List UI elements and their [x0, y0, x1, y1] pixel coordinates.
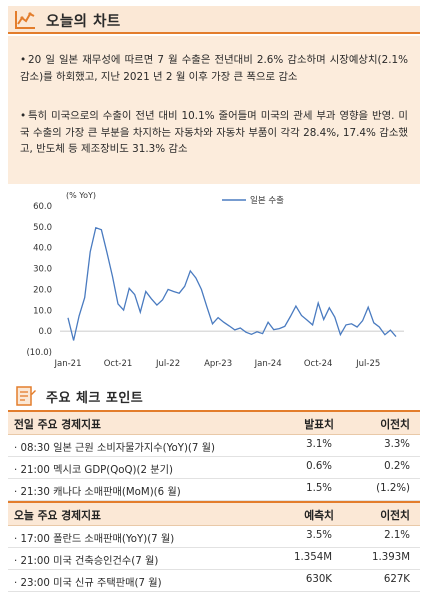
y-tick-label: 0.0 — [38, 327, 52, 337]
y-tick-label: 50.0 — [33, 223, 52, 233]
table-header-prev: 전일 주요 경제지표 발표치 이전치 — [8, 410, 420, 435]
export-chart: (% YoY) 60.0 50.0 40.0 30.0 20.0 10.0 0.0 (10.0… — [0, 186, 434, 372]
table-row: · 23:00 미국 신규 주택판매(7 월) 630K 627K — [8, 570, 420, 592]
y-tick-label: 10.0 — [33, 306, 52, 316]
forecast-value: 1.354M — [294, 552, 332, 563]
y-tick-label: 20.0 — [33, 285, 52, 295]
summary-box: • 20 일 일본 재무성에 따르면 7 월 수출은 전년대비 2.6% 감소하며… — [8, 36, 420, 184]
summary-bullet: • 특히 미국으로의 수출이 전년 대비 10.1% 줄어들며 미국의 관세 부과… — [20, 110, 408, 155]
x-tick-label: Oct-21 — [104, 359, 133, 369]
table-header-today: 오늘 주요 경제지표 예측치 이전치 — [8, 501, 420, 526]
x-tick-label: Jan-24 — [254, 359, 282, 369]
indicator-name: · 21:00 멕시코 GDP(QoQ)(2 분기) — [14, 465, 173, 476]
header-previous: 이전치 — [380, 418, 410, 431]
line-chart: (% YoY) 60.0 50.0 40.0 30.0 20.0 10.0 0.0 (10.0… — [26, 191, 404, 369]
table-row: · 17:00 폴란드 소매판매(YoY)(7 월) 3.5% 2.1% — [8, 526, 420, 548]
x-tick-label: Jul-22 — [155, 359, 180, 369]
header-indicator: 오늘 주요 경제지표 — [14, 509, 101, 522]
y-unit-label: (% YoY) — [66, 191, 96, 200]
indicator-name: · 17:00 폴란드 소매판매(YoY)(7 월) — [14, 534, 175, 545]
previous-value: 1.393M — [372, 552, 410, 563]
y-tick-label: 40.0 — [33, 244, 52, 254]
x-tick-label: Apr-23 — [204, 359, 232, 369]
previous-value: 3.3% — [384, 439, 410, 450]
table-row: · 21:00 미국 건축승인건수(7 월) 1.354M 1.393M — [8, 548, 420, 570]
section-title: 주요 체크 포인트 — [46, 391, 144, 406]
header-forecast: 예측치 — [304, 509, 334, 522]
x-tick-label: Jan-21 — [54, 359, 82, 369]
x-tick-label: Jul-25 — [355, 359, 380, 369]
y-tick-label: 30.0 — [33, 265, 52, 275]
previous-value: 0.2% — [384, 461, 410, 472]
checkpoint-section-header: 주요 체크 포인트 — [8, 386, 420, 408]
previous-value: (1.2%) — [376, 483, 410, 494]
forecast-value: 3.5% — [306, 530, 332, 541]
summary-bullet: • 20 일 일본 재무성에 따르면 7 월 수출은 전년대비 2.6% 감소하며… — [20, 54, 408, 83]
x-tick-label: Oct-24 — [304, 359, 333, 369]
series-line-japan-exports — [67, 226, 397, 341]
y-tick-label: 60.0 — [33, 202, 52, 212]
indicator-name: · 21:00 미국 건축승인건수(7 월) — [14, 556, 159, 567]
pencil-memo-icon — [14, 386, 36, 406]
indicator-name: · 21:30 캐나다 소매판매(MoM)(6 월) — [14, 487, 181, 498]
header-previous: 이전치 — [380, 509, 410, 522]
actual-value: 1.5% — [306, 483, 332, 494]
actual-value: 0.6% — [306, 461, 332, 472]
header-indicator: 전일 주요 경제지표 — [14, 418, 101, 431]
forecast-value: 630K — [305, 574, 332, 585]
previous-value: 627K — [383, 574, 410, 585]
legend-label: 일본 수출 — [250, 195, 284, 206]
table-row: · 21:30 캐나다 소매판매(MoM)(6 월) 1.5% (1.2%) — [8, 479, 420, 501]
actual-value: 3.1% — [306, 439, 332, 450]
header-actual: 발표치 — [304, 418, 334, 431]
indicator-table: 전일 주요 경제지표 발표치 이전치 · 08:30 일본 근원 소비자물가지수… — [8, 410, 420, 592]
section-title: 오늘의 차트 — [46, 14, 121, 30]
previous-value: 2.1% — [384, 530, 410, 541]
indicator-name: · 08:30 일본 근원 소비자물가지수(YoY)(7 월) — [14, 443, 215, 454]
table-row: · 08:30 일본 근원 소비자물가지수(YoY)(7 월) 3.1% 3.3… — [8, 435, 420, 457]
y-tick-label: (10.0) — [26, 348, 52, 358]
indicator-name: · 23:00 미국 신규 주택판매(7 월) — [14, 578, 162, 589]
section-divider — [8, 32, 420, 34]
chart-section-header: 오늘의 차트 — [8, 6, 420, 34]
table-row: · 21:00 멕시코 GDP(QoQ)(2 분기) 0.6% 0.2% — [8, 457, 420, 479]
trend-chart-icon — [14, 10, 36, 30]
